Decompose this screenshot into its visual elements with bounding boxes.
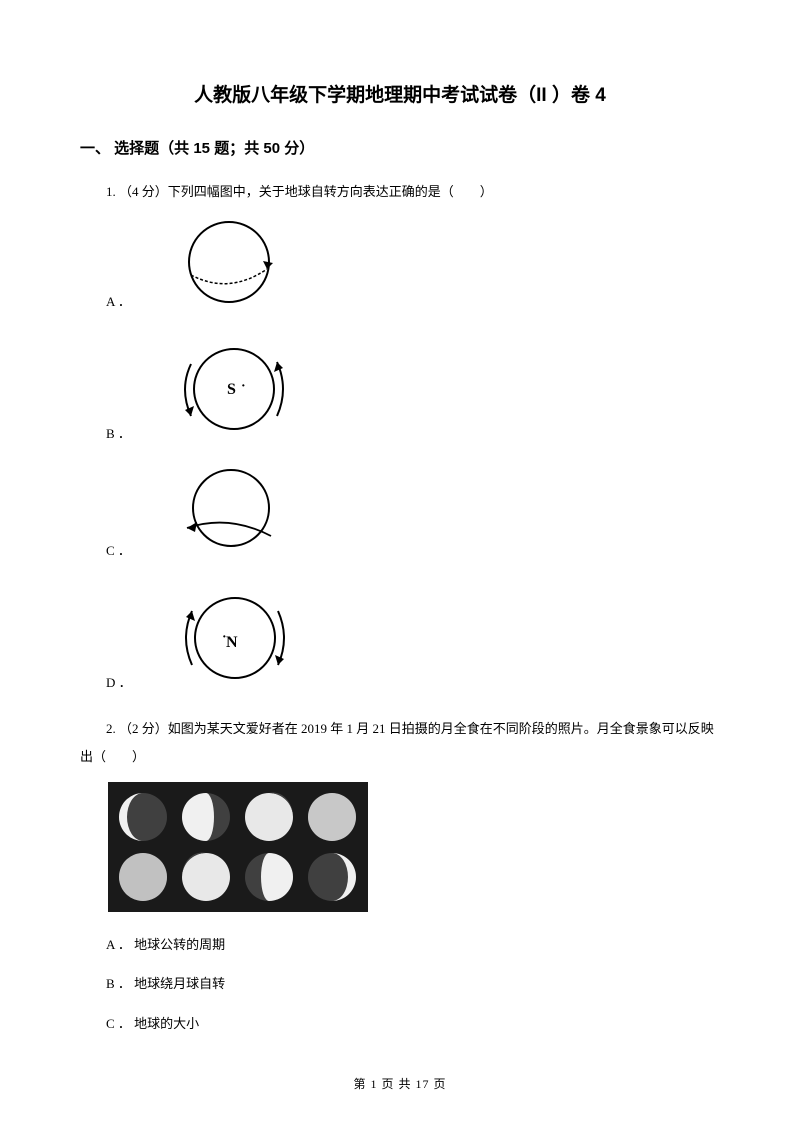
question-1-text: 1. （4 分）下列四幅图中，关于地球自转方向表达正确的是（ ） [80, 178, 720, 207]
q1-option-a: A ． [80, 217, 720, 316]
section-header: 一、 选择题（共 15 题；共 50 分） [80, 137, 720, 158]
q1-figure-b: S · [143, 334, 299, 448]
q1-option-d: D ． N · [80, 583, 720, 697]
svg-text:N: N [226, 634, 238, 651]
q2-moon-figure [108, 782, 720, 917]
q2-option-b: B ． 地球绕月球自转 [80, 972, 720, 995]
q1-option-b: B ． S · [80, 334, 720, 448]
svg-text:S: S [227, 381, 236, 398]
earth-rotation-a-icon [169, 217, 289, 312]
q1-figure-d: N · [144, 583, 300, 697]
earth-rotation-c-icon [169, 466, 289, 561]
earth-rotation-d-icon: N · [170, 583, 300, 693]
q1-option-c: C ． [80, 466, 720, 565]
q1-option-d-label: D ． [80, 672, 132, 697]
lunar-eclipse-icon [108, 782, 368, 912]
q1-figure-a [143, 217, 289, 316]
svg-text:·: · [241, 379, 246, 394]
q1-option-b-label: B ． [80, 423, 131, 448]
q2-option-c: C ． 地球的大小 [80, 1012, 720, 1035]
svg-text:·: · [222, 630, 227, 645]
q1-option-a-label: A ． [80, 291, 131, 316]
q1-figure-c [143, 466, 289, 565]
earth-rotation-b-icon: S · [169, 334, 299, 444]
q2-option-a: A ． 地球公转的周期 [80, 933, 720, 956]
question-2-text: 2. （2 分）如图为某天文爱好者在 2019 年 1 月 21 日拍摄的月全食… [80, 715, 720, 772]
q1-option-c-label: C ． [80, 540, 131, 565]
page-title: 人教版八年级下学期地理期中考试试卷（II ）卷 4 [80, 80, 720, 107]
page-footer: 第 1 页 共 17 页 [80, 1075, 720, 1092]
